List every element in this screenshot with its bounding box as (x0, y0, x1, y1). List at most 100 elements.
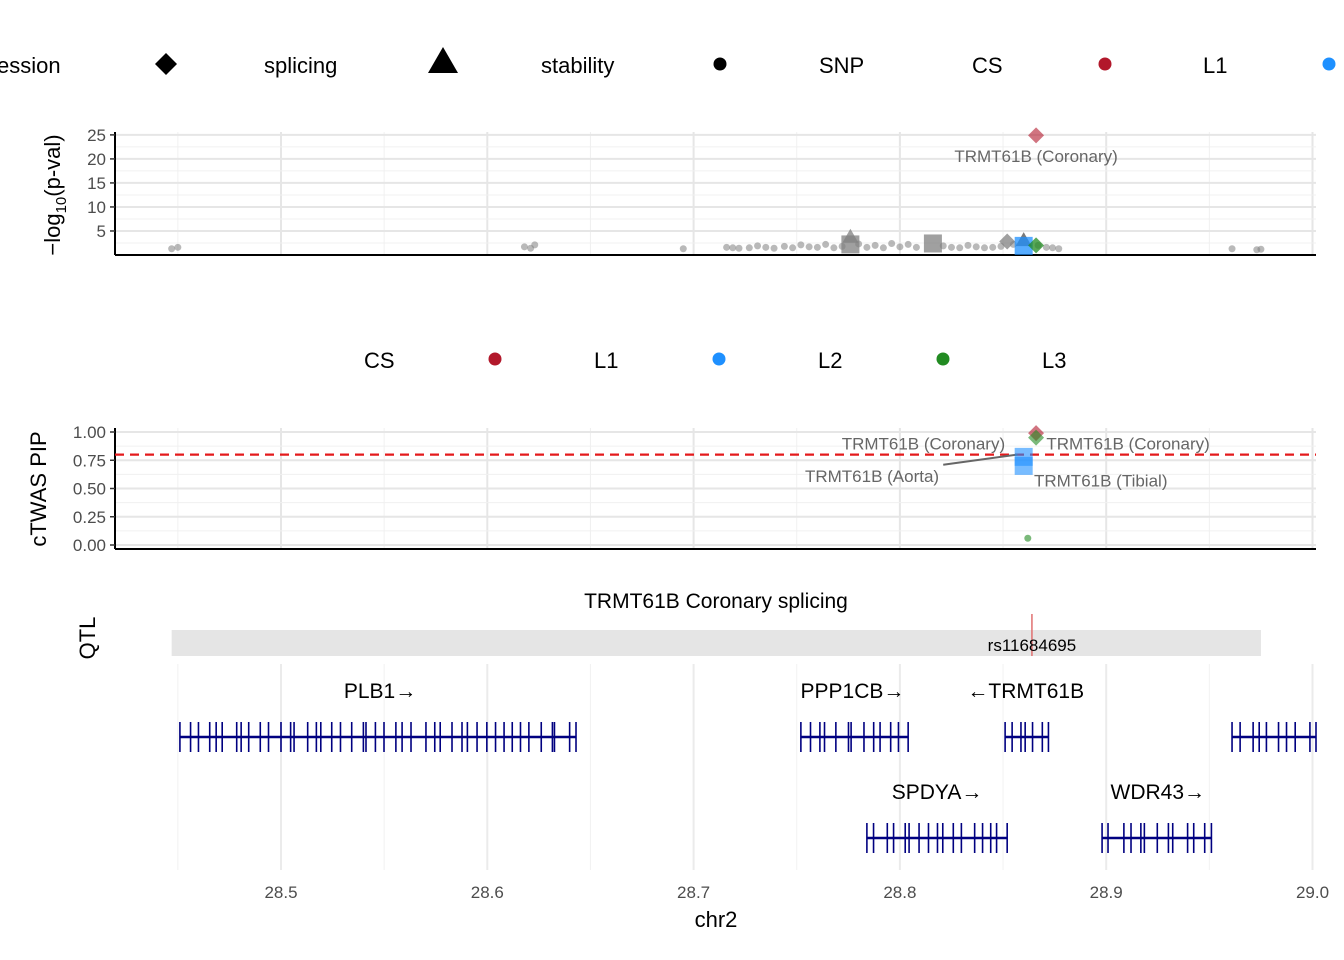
twas-point-diamond (1028, 237, 1045, 254)
y-tick-label: 0.50 (73, 480, 106, 499)
y-tick-label: 20 (87, 150, 106, 169)
x-tick-label: 28.9 (1090, 883, 1123, 902)
point-annotation: TRMT61B (Aorta) (805, 467, 939, 486)
pvalue-annotations: TRMT61B (Coronary) (954, 147, 1117, 166)
point-annotation: TRMT61B (Coronary) (842, 434, 1005, 453)
legend-label-stability: stability (541, 53, 614, 78)
y-tick-label: 5 (97, 222, 106, 241)
l2-dot-icon (1322, 57, 1336, 71)
snp-point (1257, 245, 1265, 253)
snp-point (912, 243, 920, 251)
legend-label-l1: L1 (1203, 53, 1227, 78)
panel1-legend: ession splicing stability SNP CS L1 (0, 47, 1336, 78)
pip-point-square (1014, 456, 1033, 475)
pip-annotations: TRMT61B (Coronary) TRMT61B (Coronary) TRMT… (805, 434, 1210, 490)
snp-point (770, 244, 778, 252)
snp-point (989, 243, 997, 251)
snp-point (754, 242, 762, 250)
y-tick-label: 0.75 (73, 451, 106, 470)
snp-point (1055, 245, 1063, 253)
qtl-panel: TRMT61B Coronary splicing QTL rs11684695 (75, 590, 1261, 659)
point-annotation: TRMT61B (Coronary) (1046, 434, 1209, 453)
snp-dot-icon (713, 57, 727, 71)
snp-point (679, 245, 687, 253)
qtl-range-bar (171, 630, 1261, 656)
x-tick-label: 28.7 (677, 883, 710, 902)
snp-point (797, 241, 805, 249)
snp-point (896, 243, 904, 251)
gene-label: WDR43→ (1111, 781, 1206, 804)
gene-label: PLB1→ (344, 680, 416, 703)
pvalue-grid (115, 132, 1316, 255)
y-tick-label: 0.00 (73, 536, 106, 555)
gene-label: ←TRMT61B (967, 680, 1084, 703)
snp-point (174, 243, 182, 251)
legend-label-splicing: splicing (264, 53, 337, 78)
snp-point (980, 244, 988, 252)
pip-y-axis-label: cTWAS PIP (26, 431, 51, 546)
y-tick-label: 10 (87, 198, 106, 217)
gene-label: SPDYA→ (892, 781, 983, 804)
snp-point (729, 244, 737, 252)
legend-label-expression: ession (0, 53, 61, 78)
legend2-title-cs: CS (364, 348, 395, 373)
x-tick-label: 29.0 (1296, 883, 1329, 902)
snp-point (531, 241, 539, 249)
snp-point (879, 244, 887, 252)
y-tick-label: 25 (87, 126, 106, 145)
x-tick-label: 28.6 (471, 883, 504, 902)
y-tick-label: 1.00 (73, 423, 106, 442)
qtl-track-title: TRMT61B Coronary splicing (584, 590, 848, 613)
snp-point (813, 243, 821, 251)
legend-title-cs: CS (972, 53, 1003, 78)
pvalue-panel: 5 10 15 20 25 TRMT61B (Coronary) −log10(p-va… (40, 126, 1316, 256)
x-tick-label: 28.8 (883, 883, 916, 902)
l1-dot-icon (488, 352, 502, 366)
panel2-legend: CS L1 L2 L3 (364, 348, 1066, 373)
snp-point (830, 244, 838, 252)
snp-point (789, 244, 797, 252)
pip-label-leader (943, 453, 1018, 466)
snp-point (888, 239, 896, 247)
snp-point (520, 243, 528, 251)
pvalue-y-axis-label: −log10(p-val) (40, 134, 70, 255)
y-tick-label: 15 (87, 174, 106, 193)
qtl-y-axis-label: QTL (75, 617, 100, 660)
pip-panel: 0.000.250.500.751.00 TRMT61B (Coronary) T… (26, 423, 1316, 555)
snp-point (1049, 244, 1057, 252)
gene-label: PPP1CB→ (801, 680, 905, 703)
snp-point (1228, 245, 1236, 253)
snp-point (822, 240, 830, 248)
snp-point (1042, 243, 1050, 251)
snp-point (947, 243, 955, 251)
gene-models: PLB1→ PPP1CB→ ←TRMT61B SPDYA→ WDR43→ (179, 680, 1317, 853)
snp-point (745, 244, 753, 252)
y-tick-label: 0.25 (73, 508, 106, 527)
gene-x-ticks: 28.5 28.6 28.7 28.8 28.9 29.0 (264, 883, 1329, 902)
legend-label-snp: SNP (819, 53, 864, 78)
snp-point (964, 241, 972, 249)
l1-dot-icon (1098, 57, 1112, 71)
snp-point (805, 243, 813, 251)
pip-point-circle (1024, 534, 1032, 542)
pip-points (1014, 425, 1045, 542)
pip-point-diamond (1028, 429, 1045, 446)
twas-point-diamond (1028, 127, 1045, 144)
gene-grid (177, 664, 1314, 870)
snp-point (762, 243, 770, 251)
twas-point-square (841, 235, 860, 254)
twas-point-square (1014, 236, 1033, 255)
legend2-label-l3: L3 (1042, 348, 1066, 373)
twas-point-square (923, 234, 942, 253)
triangle-icon (428, 47, 458, 73)
snp-point (871, 241, 879, 249)
point-annotation: TRMT61B (Coronary) (954, 147, 1117, 166)
x-axis-label: chr2 (695, 907, 738, 932)
qtl-snp-label: rs11684695 (988, 636, 1077, 655)
aorta-leader-line (943, 453, 1018, 466)
snp-point (956, 244, 964, 252)
legend2-label-l1: L1 (594, 348, 618, 373)
pip-grid (115, 428, 1316, 549)
pvalue-axes (114, 132, 1316, 256)
